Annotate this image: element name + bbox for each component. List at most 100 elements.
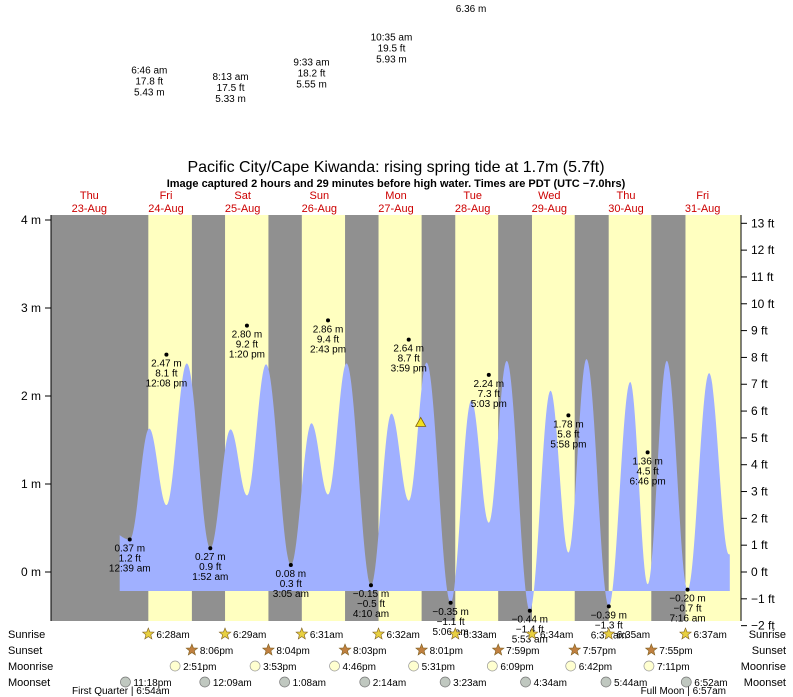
marked-point-label: 9.2 ft	[236, 340, 258, 351]
offchart-high-label: 9:33 am	[293, 57, 329, 68]
low-tide-point	[127, 537, 132, 542]
offchart-high-label: 18.2 ft	[298, 68, 326, 79]
sunrise-time: 6:37am	[693, 630, 726, 641]
day-date-label: 27-Aug	[378, 203, 413, 215]
marked-point	[244, 323, 249, 328]
moonrise-icon	[329, 660, 340, 672]
right-tick-label: 11 ft	[751, 270, 774, 284]
sunrise-time: 6:29am	[233, 630, 266, 641]
marked-point-label: 5:03 pm	[471, 399, 507, 410]
low-tide-label: 0.9 ft	[199, 562, 221, 573]
marked-point-label: 9.4 ft	[317, 334, 339, 345]
moonrise-row-label: Moonrise	[8, 661, 53, 673]
low-tide-point	[685, 587, 690, 592]
offchart-high-label: 6.36 m	[456, 4, 487, 15]
moonrise-time: 5:31pm	[422, 662, 455, 673]
sunset-icon	[338, 643, 352, 656]
moonset-icon	[279, 676, 290, 688]
low-tide-label: −0.5 ft	[357, 599, 385, 610]
day-name-label: Tue	[463, 190, 482, 202]
marked-point-label: 4.5 ft	[636, 466, 658, 477]
low-tide-label: 0.37 m	[114, 543, 145, 554]
marked-point-label: 7.3 ft	[478, 389, 500, 400]
marked-point	[566, 413, 571, 418]
moonset-row-label-right: Moonset	[744, 677, 786, 689]
low-tide-label: −0.44 m	[512, 615, 548, 626]
sunrise-time: 6:32am	[387, 630, 420, 641]
left-tick-label: 3 m	[21, 301, 41, 315]
moonset-time: 11:18pm	[133, 678, 171, 689]
moonrise-icon	[643, 660, 655, 672]
sunrise-time: 6:28am	[156, 630, 189, 641]
right-tick-label: −2 ft	[751, 619, 775, 633]
right-tick-label: 10 ft	[751, 297, 775, 311]
sunset-time: 8:01pm	[430, 646, 463, 657]
moonset-time: 4:34am	[534, 678, 567, 689]
moonset-icon	[199, 676, 211, 688]
low-tide-label: 1.2 ft	[119, 553, 141, 564]
right-tick-label: 13 ft	[751, 216, 775, 230]
right-tick-label: 8 ft	[751, 350, 768, 364]
low-tide-label: 0.3 ft	[280, 579, 302, 590]
low-tide-label: 4:10 am	[353, 609, 389, 620]
offchart-high-label: 6:46 am	[131, 65, 167, 76]
sunrise-row-label: Sunrise	[8, 629, 45, 641]
moonrise-time: 6:42pm	[579, 662, 612, 673]
right-tick-label: 5 ft	[751, 431, 768, 445]
chart-title: Pacific City/Cape Kiwanda: rising spring…	[187, 159, 604, 176]
right-tick-label: 12 ft	[751, 243, 775, 257]
marked-point	[164, 352, 169, 357]
offchart-high-label: 19.5 ft	[378, 43, 406, 54]
marked-point	[406, 337, 411, 342]
moonrise-icon	[169, 660, 181, 672]
sunrise-icon	[525, 627, 539, 640]
moonset-icon	[680, 676, 692, 688]
moonrise-time: 3:53pm	[263, 662, 296, 673]
marked-point-label: 1.78 m	[553, 419, 584, 430]
low-tide-label: 1:52 am	[192, 572, 228, 583]
low-tide-point	[288, 562, 293, 567]
sunrise-icon	[141, 627, 155, 640]
moonset-time: 1:08am	[293, 678, 326, 689]
left-tick-label: 4 m	[21, 213, 41, 227]
offchart-high-label: 5.55 m	[296, 79, 327, 90]
sunset-icon	[491, 643, 505, 656]
right-tick-label: −1 ft	[751, 592, 775, 606]
sunset-row-label-right: Sunset	[752, 645, 786, 657]
marked-point-label: 5:58 pm	[550, 439, 586, 450]
sunrise-row-label-right: Sunrise	[749, 629, 786, 641]
low-tide-point	[448, 600, 453, 605]
day-date-label: 28-Aug	[455, 203, 490, 215]
moon-phase-label: Full Moon | 6:57am	[641, 686, 726, 697]
sunset-time: 8:03pm	[353, 646, 386, 657]
low-tide-point	[208, 546, 213, 551]
tide-area	[119, 359, 730, 611]
sunset-icon	[261, 643, 275, 656]
day-date-label: 26-Aug	[302, 203, 337, 215]
moonset-time: 12:09am	[213, 678, 252, 689]
day-date-label: 23-Aug	[72, 203, 107, 215]
moonset-time: 5:44am	[614, 678, 647, 689]
current-level-marker	[415, 416, 427, 427]
sunrise-icon	[679, 627, 692, 640]
low-tide-point	[527, 608, 532, 613]
marked-point-label: 8.7 ft	[398, 354, 420, 365]
low-tide-point	[368, 583, 373, 588]
sunrise-icon	[218, 627, 232, 640]
marked-point	[645, 450, 650, 455]
sunset-icon	[415, 643, 429, 656]
right-tick-label: 2 ft	[751, 511, 768, 525]
offchart-high-label: 17.5 ft	[217, 83, 245, 94]
chart-subtitle: Image captured 2 hours and 29 minutes be…	[167, 178, 626, 190]
offchart-high-label: 5.33 m	[215, 94, 246, 105]
moonset-icon	[439, 676, 451, 688]
marked-point-label: 1:20 pm	[229, 350, 265, 361]
offchart-high-label: 17.8 ft	[135, 76, 163, 87]
low-tide-label: −0.15 m	[353, 589, 389, 600]
sunrise-time: 6:34am	[540, 630, 573, 641]
day-name-label: Fri	[696, 190, 709, 202]
axes: 4 m 3 m 2 m 1 m 0 m 13 ft 12 ft 11 ft 10 ft 9 ft 8…	[21, 213, 775, 633]
marked-point-label: 2.47 m	[151, 359, 182, 370]
marked-point-label: 2:43 pm	[310, 344, 346, 355]
